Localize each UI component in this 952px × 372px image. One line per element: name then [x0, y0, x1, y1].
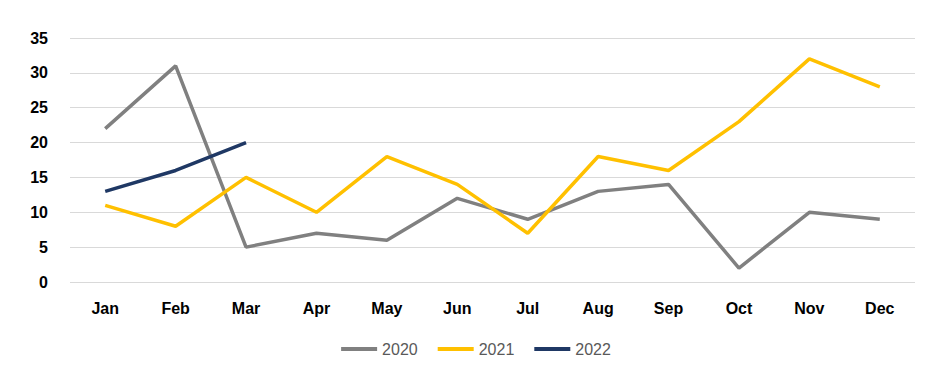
- svg-text:Nov: Nov: [794, 300, 824, 317]
- svg-text:Jan: Jan: [91, 300, 119, 317]
- svg-text:May: May: [371, 300, 402, 317]
- svg-text:20: 20: [30, 134, 48, 151]
- svg-text:15: 15: [30, 169, 48, 186]
- svg-text:Aug: Aug: [583, 300, 614, 317]
- svg-text:2021: 2021: [479, 341, 515, 358]
- svg-text:Jul: Jul: [516, 300, 539, 317]
- svg-text:0: 0: [39, 274, 48, 291]
- svg-text:Feb: Feb: [161, 300, 190, 317]
- svg-text:30: 30: [30, 64, 48, 81]
- svg-text:5: 5: [39, 239, 48, 256]
- svg-text:25: 25: [30, 99, 48, 116]
- svg-text:2020: 2020: [382, 341, 418, 358]
- svg-text:Mar: Mar: [232, 300, 260, 317]
- svg-text:Apr: Apr: [303, 300, 331, 317]
- svg-text:2022: 2022: [575, 341, 611, 358]
- svg-text:Oct: Oct: [726, 300, 753, 317]
- svg-text:35: 35: [30, 30, 48, 47]
- svg-text:Sep: Sep: [654, 300, 684, 317]
- svg-text:Jun: Jun: [443, 300, 471, 317]
- svg-text:Dec: Dec: [865, 300, 894, 317]
- svg-text:10: 10: [30, 204, 48, 221]
